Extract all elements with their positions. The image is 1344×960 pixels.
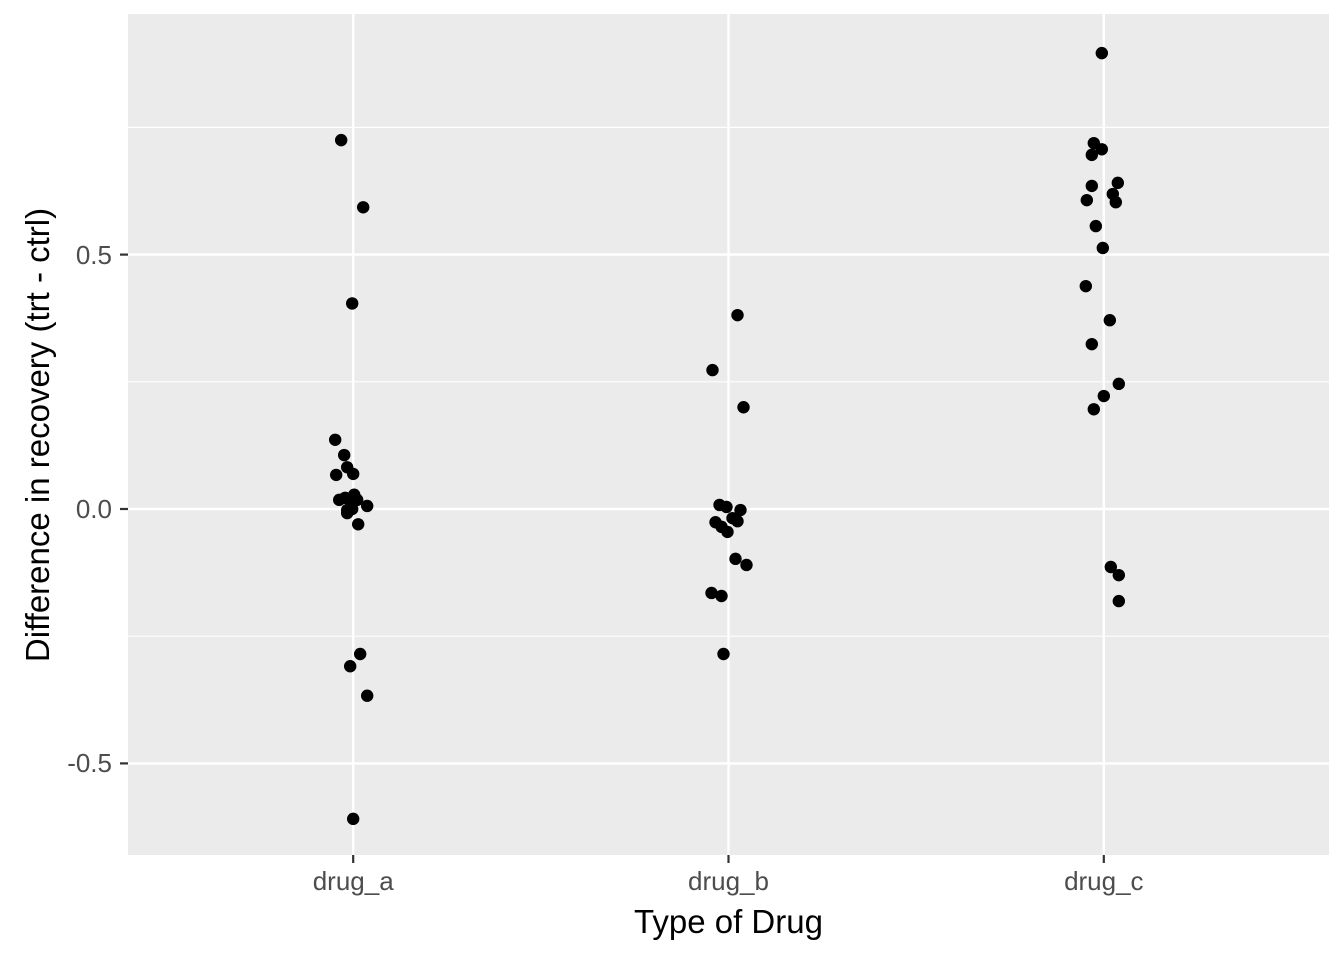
data-point-drug_c [1089, 219, 1103, 233]
data-point-drug_c [1111, 176, 1125, 190]
x-tick-label: drug_b [688, 866, 769, 896]
data-point-drug_b [731, 515, 744, 528]
data-point-drug_c [1097, 389, 1111, 403]
data-point-drug_a [334, 133, 348, 147]
data-point-drug_c [1080, 193, 1094, 207]
data-point-drug_c [1109, 195, 1123, 209]
data-point-drug_b [740, 558, 753, 572]
data-point-drug_b [720, 500, 733, 514]
data-point-drug_c [1112, 594, 1126, 608]
x-tick-label: drug_c [1064, 866, 1144, 896]
data-point-drug_c [1087, 403, 1101, 416]
data-point-drug_b [734, 503, 747, 517]
data-point-drug_c [1095, 143, 1109, 156]
data-point-drug_c [1085, 179, 1099, 193]
data-point-drug_b [729, 552, 742, 566]
y-tick-label: 0.5 [75, 239, 112, 270]
data-point-drug_c [1095, 46, 1109, 60]
data-point-drug_c [1079, 279, 1093, 293]
data-point-drug_a [337, 448, 351, 462]
data-point-drug_a [346, 812, 360, 826]
data-point-drug_a [353, 647, 367, 661]
data-point-drug_b [721, 525, 734, 539]
y-axis-title: Difference in recovery (trt - ctrl) [19, 207, 56, 663]
data-point-drug_a [345, 297, 359, 310]
data-point-drug_a [356, 201, 370, 214]
data-point-drug_a [328, 433, 342, 447]
y-tick-label: 0.0 [75, 494, 112, 524]
data-point-drug_b [705, 586, 718, 600]
data-point-drug_c [1085, 337, 1099, 351]
data-point-drug_b [706, 363, 719, 377]
data-point-drug_b [737, 401, 750, 414]
data-point-drug_c [1112, 568, 1126, 582]
data-point-drug_c [1085, 148, 1099, 162]
y-tick-label: -0.5 [67, 748, 112, 779]
data-point-drug_a [360, 689, 374, 702]
data-point-drug_b [715, 589, 728, 603]
data-point-drug_a [350, 493, 364, 507]
data-point-drug_b [717, 647, 730, 661]
data-point-drug_a [346, 467, 360, 481]
data-point-drug_a [329, 468, 343, 482]
x-tick-label: drug_a [312, 866, 394, 896]
data-point-drug_c [1103, 314, 1117, 327]
data-point-drug_b [731, 308, 744, 322]
data-point-drug_a [343, 660, 357, 673]
data-point-drug_c [1096, 241, 1110, 255]
data-point-drug_a [351, 518, 365, 531]
x-axis-title: Type of Drug [634, 903, 823, 940]
data-point-drug_a [360, 499, 374, 513]
data-point-drug_a [340, 506, 354, 520]
data-point-drug_c [1112, 377, 1126, 391]
data-point-drug_c [1104, 560, 1118, 574]
